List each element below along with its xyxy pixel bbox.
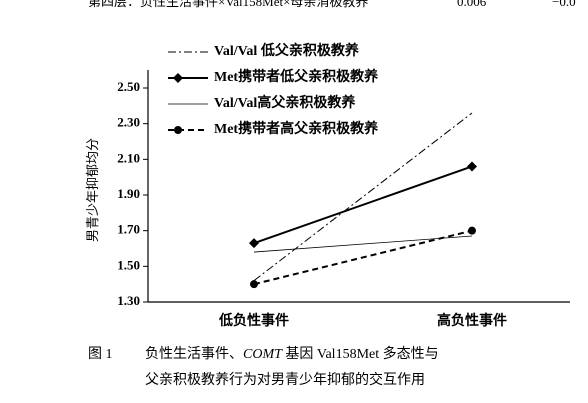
legend-label: Val/Val高父亲积极教养 <box>214 94 356 111</box>
marker <box>249 238 259 249</box>
x-tick-label: 低负性事件 <box>218 312 289 329</box>
caption-line: 父亲积极教养行为对男青少年抑郁的交互作用 <box>145 371 425 388</box>
marker <box>250 280 258 289</box>
y-tick-label: 1.50 <box>117 257 140 272</box>
x-tick-label: 高负性事件 <box>437 312 507 329</box>
series-line <box>253 235 473 253</box>
caption-part: 基因 Val158Met 多态性与 <box>282 345 439 362</box>
caption-line: 负性生活事件、COMT 基因 Val158Met 多态性与 <box>145 345 439 362</box>
y-tick-label: 1.70 <box>117 222 140 237</box>
y-tick-label: 1.30 <box>117 293 140 308</box>
legend-label: Met携带者高父亲积极教养 <box>214 120 379 137</box>
caption-part: COMT <box>243 347 283 362</box>
series-line <box>253 165 473 245</box>
y-tick-label: 1.90 <box>117 186 140 201</box>
legend-label: Met携带者低父亲积极教养 <box>214 68 379 85</box>
legend-label: Val/Val 低父亲积极教养 <box>214 42 360 59</box>
marker <box>173 73 183 83</box>
table-cell: 0.006 <box>457 0 487 9</box>
marker <box>468 226 476 235</box>
table-row-label: 第四层：负性生活事件×Val158Met×母亲消极教养 <box>88 0 368 9</box>
marker <box>174 126 182 134</box>
y-axis-label: 男青少年抑郁均分 <box>85 138 100 242</box>
y-tick-label: 2.10 <box>117 150 140 165</box>
y-tick-label: 2.30 <box>117 115 140 130</box>
marker <box>467 161 477 172</box>
series-line <box>253 112 473 281</box>
table-cell: −0.0 <box>552 0 576 9</box>
series-line <box>253 229 473 286</box>
y-tick-label: 2.50 <box>117 79 140 94</box>
caption-part: 负性生活事件、 <box>145 346 243 362</box>
caption-label: 图 1 <box>88 347 113 362</box>
